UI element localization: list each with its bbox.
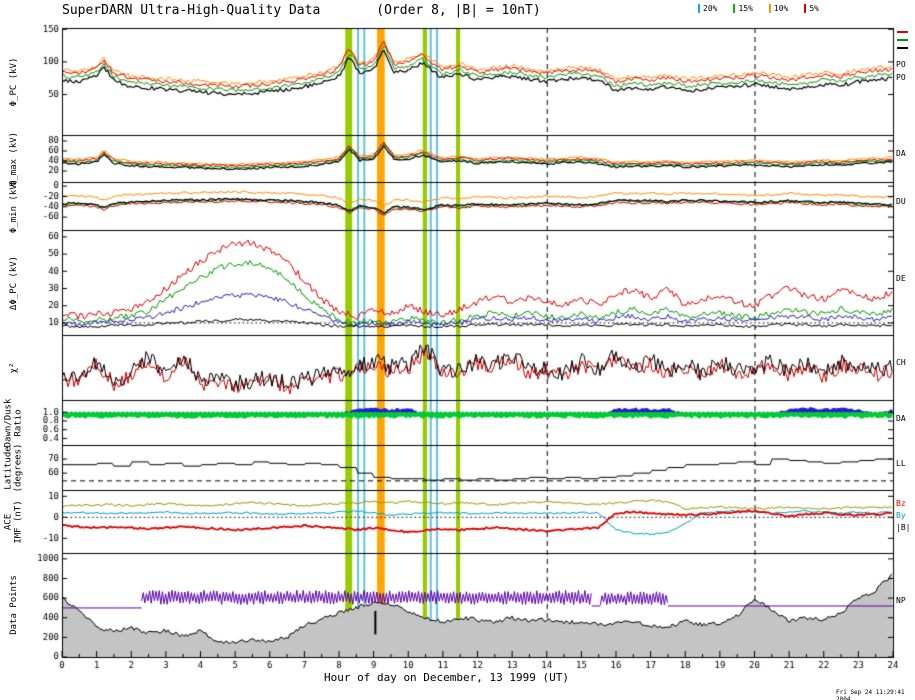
legend-label: 5% xyxy=(809,4,819,13)
right-label-du: DU xyxy=(896,197,906,206)
legend-tick-icon xyxy=(768,4,771,13)
right-label-np: NP xyxy=(896,596,906,605)
legend-item-20pct: 20% xyxy=(698,4,717,13)
percent-legend: 20% 15% 10% 5% xyxy=(698,4,819,13)
legend-label: 10% xyxy=(773,4,789,13)
panel-ylabel-phi_max: Φ_max (kV) xyxy=(8,131,19,186)
page-title: SuperDARN Ultra-High-Quality Data (Order… xyxy=(62,3,541,18)
title-sub: (Order 8, |B| = 10nT) xyxy=(376,3,541,18)
panel-ylabel-phi_min: Φ_min (kV) xyxy=(8,178,19,234)
right-label-ch: CH xyxy=(896,358,906,367)
legend-item-5pct: 5% xyxy=(804,4,819,13)
panel-ylabel-dphi: ΔΦ_PC (kV) xyxy=(8,255,19,310)
right-label-ll: LL xyxy=(896,459,906,468)
right-label-de: DE xyxy=(896,274,906,283)
legend-item-10pct: 10% xyxy=(768,4,789,13)
panel-ylabel-ratio: Dawn/Dusk Ratio xyxy=(3,398,24,447)
right-label-b: |B| xyxy=(896,523,911,532)
legend-tick-icon xyxy=(698,4,700,13)
legend-tick-icon xyxy=(804,4,807,13)
series-dash-icon xyxy=(897,47,908,49)
right-label-bz: Bz xyxy=(896,499,906,508)
panel-ylabel-latitude: Latitude (degrees) xyxy=(3,443,24,492)
panel-ylabel-datapoints: Data Points xyxy=(8,575,19,635)
panel-ylabel-chi2: χ² xyxy=(8,362,19,373)
legend-tick-icon xyxy=(733,4,736,13)
title-main: SuperDARN Ultra-High-Quality Data xyxy=(62,3,321,18)
panel-ylabel-phi_pc: Φ_PC (kV) xyxy=(8,57,19,106)
right-label-po: PO xyxy=(896,73,906,82)
right-label-po: PO xyxy=(896,60,906,69)
panel-ylabel-imf: ACE IMF (nT) xyxy=(3,499,24,544)
legend-item-15pct: 15% xyxy=(733,4,753,13)
series-dash-icon xyxy=(897,31,908,33)
right-label-by: By xyxy=(896,511,906,520)
legend-label: 20% xyxy=(703,4,718,13)
right-label-da: DA xyxy=(896,414,906,423)
series-dash-icon xyxy=(897,39,908,41)
timestamp: Fri Sep 24 11:29:41 2004 xyxy=(836,689,905,700)
x-axis-label: Hour of day on December, 13 1999 (UT) xyxy=(323,671,570,684)
right-label-da: DA xyxy=(896,149,906,158)
legend-label: 15% xyxy=(738,4,753,13)
